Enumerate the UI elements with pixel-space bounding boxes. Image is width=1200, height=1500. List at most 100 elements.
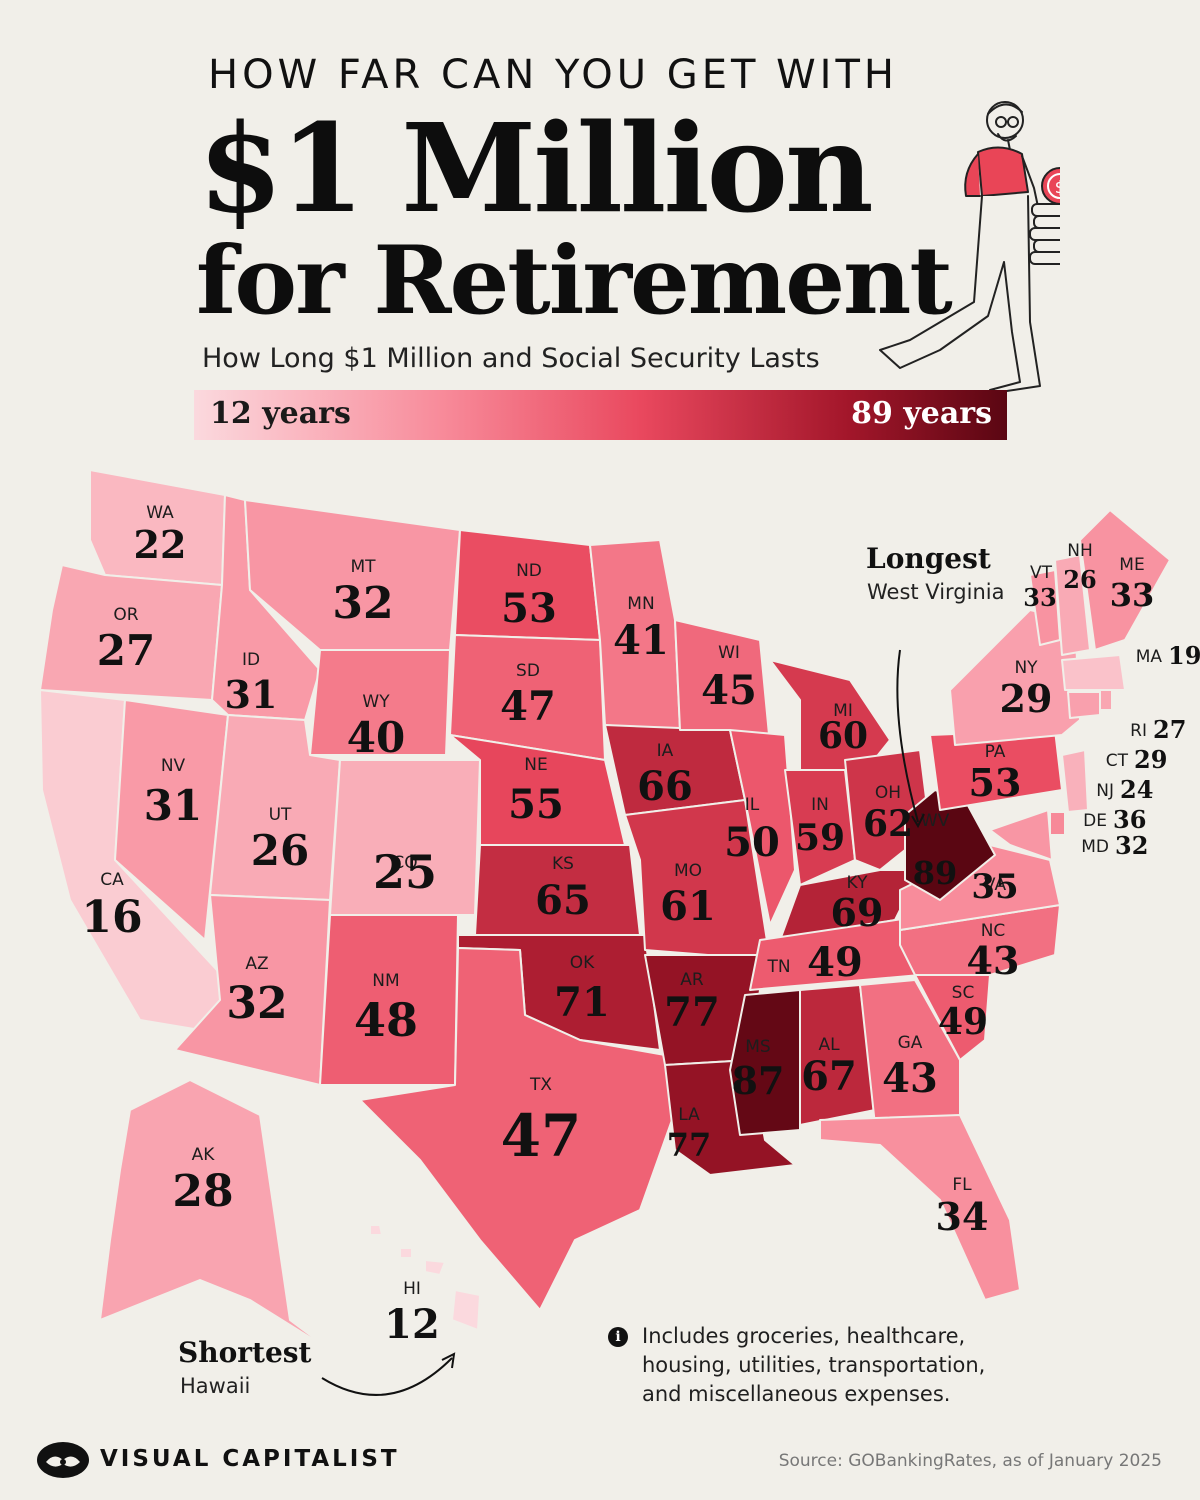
state-value-ak: 28 (172, 1166, 233, 1217)
shortest-state: Hawaii (180, 1374, 251, 1398)
state-value-al: 67 (801, 1053, 857, 1100)
state-abbr-nc: NC (981, 921, 1006, 941)
state-ri (1099, 689, 1113, 711)
state-value-ct: 29 (1134, 745, 1167, 774)
state-abbr-wa: WA (146, 503, 174, 523)
state-abbr-ca: CA (100, 870, 124, 890)
state-value-sd: 47 (500, 683, 556, 730)
state-value-id: 31 (225, 672, 278, 717)
state-value-az: 32 (226, 978, 287, 1029)
state-value-ms: 87 (732, 1058, 785, 1103)
state-abbr-in: IN (811, 795, 829, 815)
title-line-1: $1 Million (198, 96, 874, 240)
info-icon: i (608, 1327, 628, 1347)
state-abbr-mn: MN (627, 594, 654, 614)
state-abbr-fl: FL (952, 1175, 972, 1195)
state-abbr-ga: GA (898, 1033, 923, 1053)
state-abbr-ok: OK (570, 953, 595, 973)
state-abbr-oh: OH (875, 783, 901, 803)
state-abbr-md: MD (1081, 837, 1109, 857)
state-md (989, 809, 1053, 861)
state-value-wv: 89 (913, 854, 958, 892)
note-text: Includes groceries, healthcare, housing,… (642, 1324, 986, 1406)
state-abbr-me: ME (1119, 555, 1144, 575)
state-az (174, 894, 331, 1086)
state-abbr-al: AL (818, 1035, 840, 1055)
state-value-or: 27 (97, 626, 155, 675)
state-value-me: 33 (1110, 576, 1155, 614)
state-tx (359, 947, 673, 1311)
state-value-oh: 62 (863, 803, 913, 845)
state-value-pa: 53 (969, 760, 1022, 805)
state-ga (859, 979, 961, 1126)
legend-max-label: 89 years (851, 396, 992, 431)
svg-text:$: $ (1055, 178, 1060, 198)
state-value-wy: 40 (347, 713, 405, 762)
state-nv (114, 699, 229, 941)
state-abbr-wi: WI (718, 643, 740, 663)
state-value-nv: 31 (144, 781, 202, 830)
state-value-co: 25 (373, 845, 437, 899)
state-abbr-nh: NH (1067, 541, 1093, 561)
state-value-nj: 24 (1120, 775, 1153, 804)
state-abbr-wv: WV (921, 811, 950, 831)
title-line-2: for Retirement (196, 226, 953, 336)
state-abbr-ak: AK (192, 1145, 216, 1165)
state-abbr-hi: HI (403, 1279, 421, 1299)
state-value-tn: 49 (807, 939, 863, 986)
state-ct (1067, 691, 1101, 719)
state-value-hi: 12 (384, 1301, 440, 1348)
state-value-ky: 69 (831, 890, 884, 935)
state-abbr-ar: AR (680, 970, 704, 990)
state-value-tx: 47 (501, 1102, 582, 1170)
state-value-de: 36 (1113, 805, 1146, 834)
kicker-text: HOW FAR CAN YOU GET WITH (208, 52, 898, 98)
state-abbr-mi: MI (833, 701, 853, 721)
state-hi (369, 1224, 481, 1331)
state-abbr-de: DE (1083, 811, 1107, 831)
longest-arrow (896, 649, 919, 823)
state-abbr-ks: KS (552, 854, 574, 874)
state-co (329, 759, 481, 916)
state-abbr-co: CO (392, 853, 417, 873)
state-value-ri: 27 (1153, 715, 1186, 744)
brand-name: VISUAL CAPITALIST (100, 1446, 400, 1472)
state-abbr-sc: SC (952, 983, 975, 1003)
state-abbr-ma: MA (1136, 647, 1163, 667)
state-value-sc: 49 (938, 1001, 988, 1043)
state-value-ne: 55 (508, 781, 564, 828)
state-value-mt: 32 (332, 578, 393, 629)
state-abbr-ky: KY (847, 873, 869, 893)
state-abbr-ms: MS (745, 1037, 770, 1057)
color-scale-legend (194, 390, 1007, 440)
state-value-ar: 77 (664, 989, 720, 1036)
shortest-arrow (321, 1357, 453, 1396)
state-abbr-nv: NV (161, 756, 186, 776)
longest-state: West Virginia (867, 580, 1005, 604)
state-abbr-az: AZ (245, 954, 268, 974)
state-value-nh: 26 (1063, 565, 1096, 594)
state-value-ia: 66 (637, 763, 693, 810)
state-abbr-or: OR (113, 605, 138, 625)
state-abbr-sd: SD (516, 661, 540, 681)
state-abbr-tx: TX (529, 1075, 552, 1095)
state-value-la: 77 (667, 1126, 712, 1164)
state-wy (309, 649, 451, 756)
state-abbr-va: VA (984, 875, 1007, 895)
state-value-nm: 48 (354, 993, 418, 1047)
state-abbr-ri: RI (1130, 721, 1147, 741)
state-me (1079, 509, 1171, 651)
state-de (1049, 811, 1066, 836)
state-abbr-ut: UT (269, 805, 292, 825)
shortest-heading: Shortest (178, 1336, 312, 1369)
state-value-ks: 65 (535, 877, 591, 924)
state-abbr-vt: VT (1030, 563, 1053, 583)
state-abbr-tn: TN (766, 957, 790, 977)
state-abbr-nj: NJ (1096, 781, 1114, 801)
state-abbr-mt: MT (350, 557, 376, 577)
state-value-mo: 61 (660, 883, 716, 930)
state-value-vt: 33 (1023, 583, 1056, 612)
state-value-mi: 60 (818, 715, 868, 757)
longest-heading: Longest (866, 542, 991, 575)
